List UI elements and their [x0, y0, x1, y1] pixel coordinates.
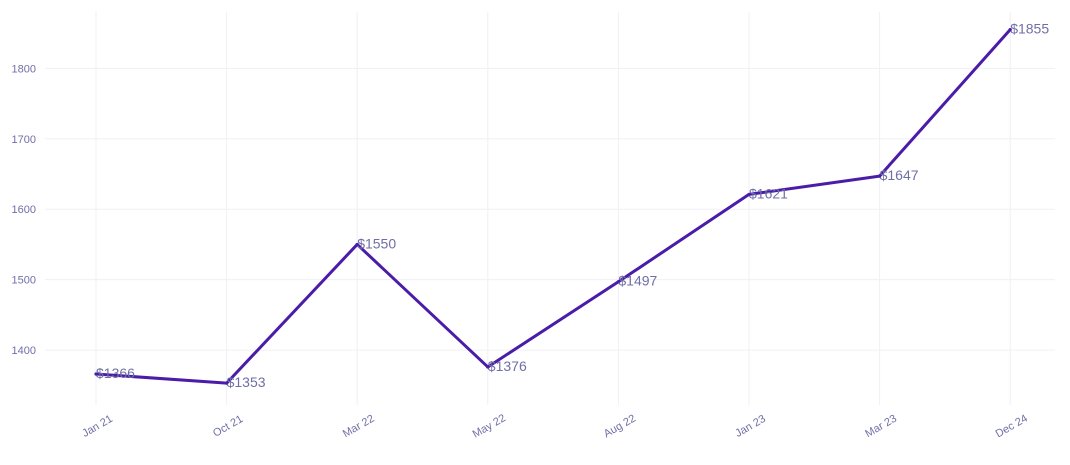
data-label: $1550	[357, 235, 396, 251]
data-point	[94, 372, 98, 376]
axis-layer: 1400 1500 1600 1700 1800 Jan 21 Oct 21 Mar 22 Ma…	[12, 63, 1030, 440]
x-tick-label: Aug 22	[602, 412, 638, 440]
data-point	[1008, 28, 1012, 32]
x-tick-label: Dec 24	[994, 412, 1030, 440]
data-label: $1376	[488, 358, 527, 374]
data-label: $1353	[227, 374, 266, 390]
x-tick-label: Mar 22	[341, 413, 377, 441]
data-label: $1621	[749, 185, 788, 201]
data-point	[616, 280, 621, 284]
x-tick-label: Jan 21	[80, 413, 115, 440]
y-tick-label: 1600	[12, 204, 36, 216]
y-tick-label: 1500	[12, 275, 36, 287]
data-point	[486, 365, 490, 369]
data-point	[878, 174, 882, 178]
label-layer: $1366 $1353 $1550 $1376 $1497 $1621 $1647 $1855	[96, 21, 1049, 391]
y-tick-label: 1400	[12, 345, 36, 357]
x-tick-label: Jan 23	[733, 413, 768, 440]
data-label: $1497	[618, 273, 657, 289]
x-tick-label: Mar 23	[863, 413, 899, 441]
data-point	[747, 192, 751, 197]
y-tick-label: 1700	[12, 134, 36, 146]
data-point	[355, 242, 359, 247]
series-layer	[94, 28, 1012, 385]
data-point	[225, 381, 229, 385]
data-label: $1647	[880, 167, 919, 183]
data-label: $1366	[96, 365, 135, 381]
y-tick-label: 1800	[12, 63, 36, 75]
x-tick-label: May 22	[471, 412, 508, 440]
data-label: $1855	[1010, 21, 1049, 37]
grid-layer	[45, 12, 1055, 405]
x-tick-label: Oct 21	[211, 413, 245, 440]
series-line	[94, 28, 1012, 385]
